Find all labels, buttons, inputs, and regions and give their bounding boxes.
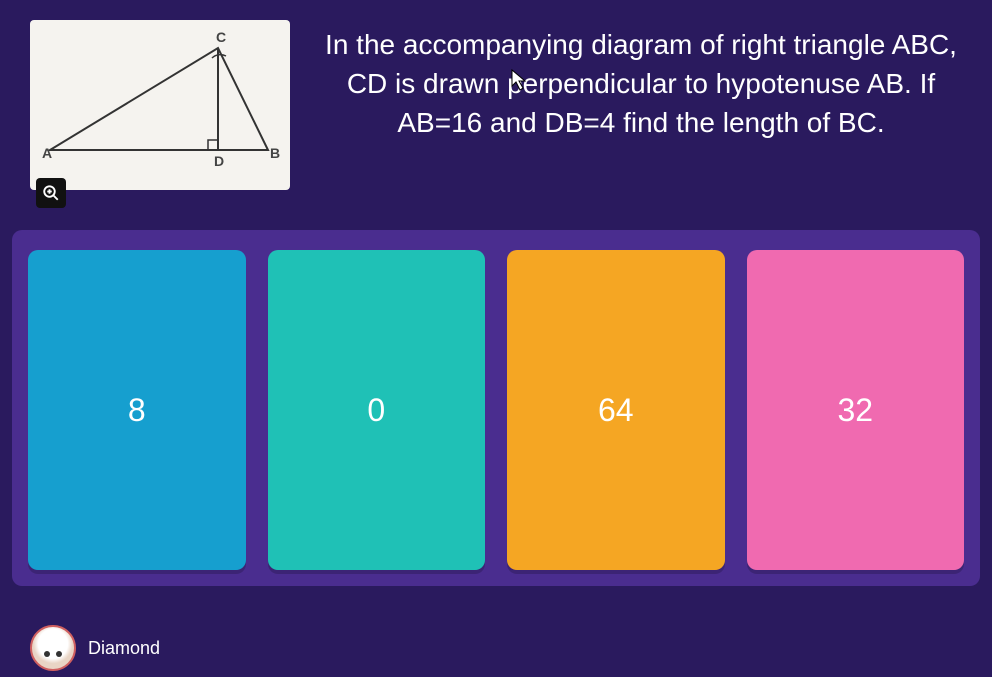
- answer-label: 32: [837, 392, 873, 429]
- answers-container: 8 0 64 32: [12, 230, 980, 586]
- question-text: In the accompanying diagram of right tri…: [320, 20, 962, 143]
- answer-option-4[interactable]: 32: [747, 250, 965, 570]
- svg-text:B: B: [270, 145, 280, 161]
- answer-option-3[interactable]: 64: [507, 250, 725, 570]
- answer-label: 64: [598, 392, 634, 429]
- answer-option-1[interactable]: 8: [28, 250, 246, 570]
- player-footer: Diamond: [30, 625, 160, 671]
- answer-option-2[interactable]: 0: [268, 250, 486, 570]
- player-avatar[interactable]: [30, 625, 76, 671]
- svg-text:C: C: [216, 29, 226, 45]
- answer-label: 8: [128, 392, 146, 429]
- question-diagram[interactable]: A B C D: [30, 20, 290, 190]
- zoom-in-icon[interactable]: [36, 178, 66, 208]
- triangle-diagram: A B C D: [30, 20, 290, 190]
- player-name: Diamond: [88, 638, 160, 659]
- question-area: A B C D In the accompanying diagram of r…: [0, 0, 992, 200]
- svg-text:D: D: [214, 153, 224, 169]
- svg-text:A: A: [42, 145, 52, 161]
- answer-label: 0: [367, 392, 385, 429]
